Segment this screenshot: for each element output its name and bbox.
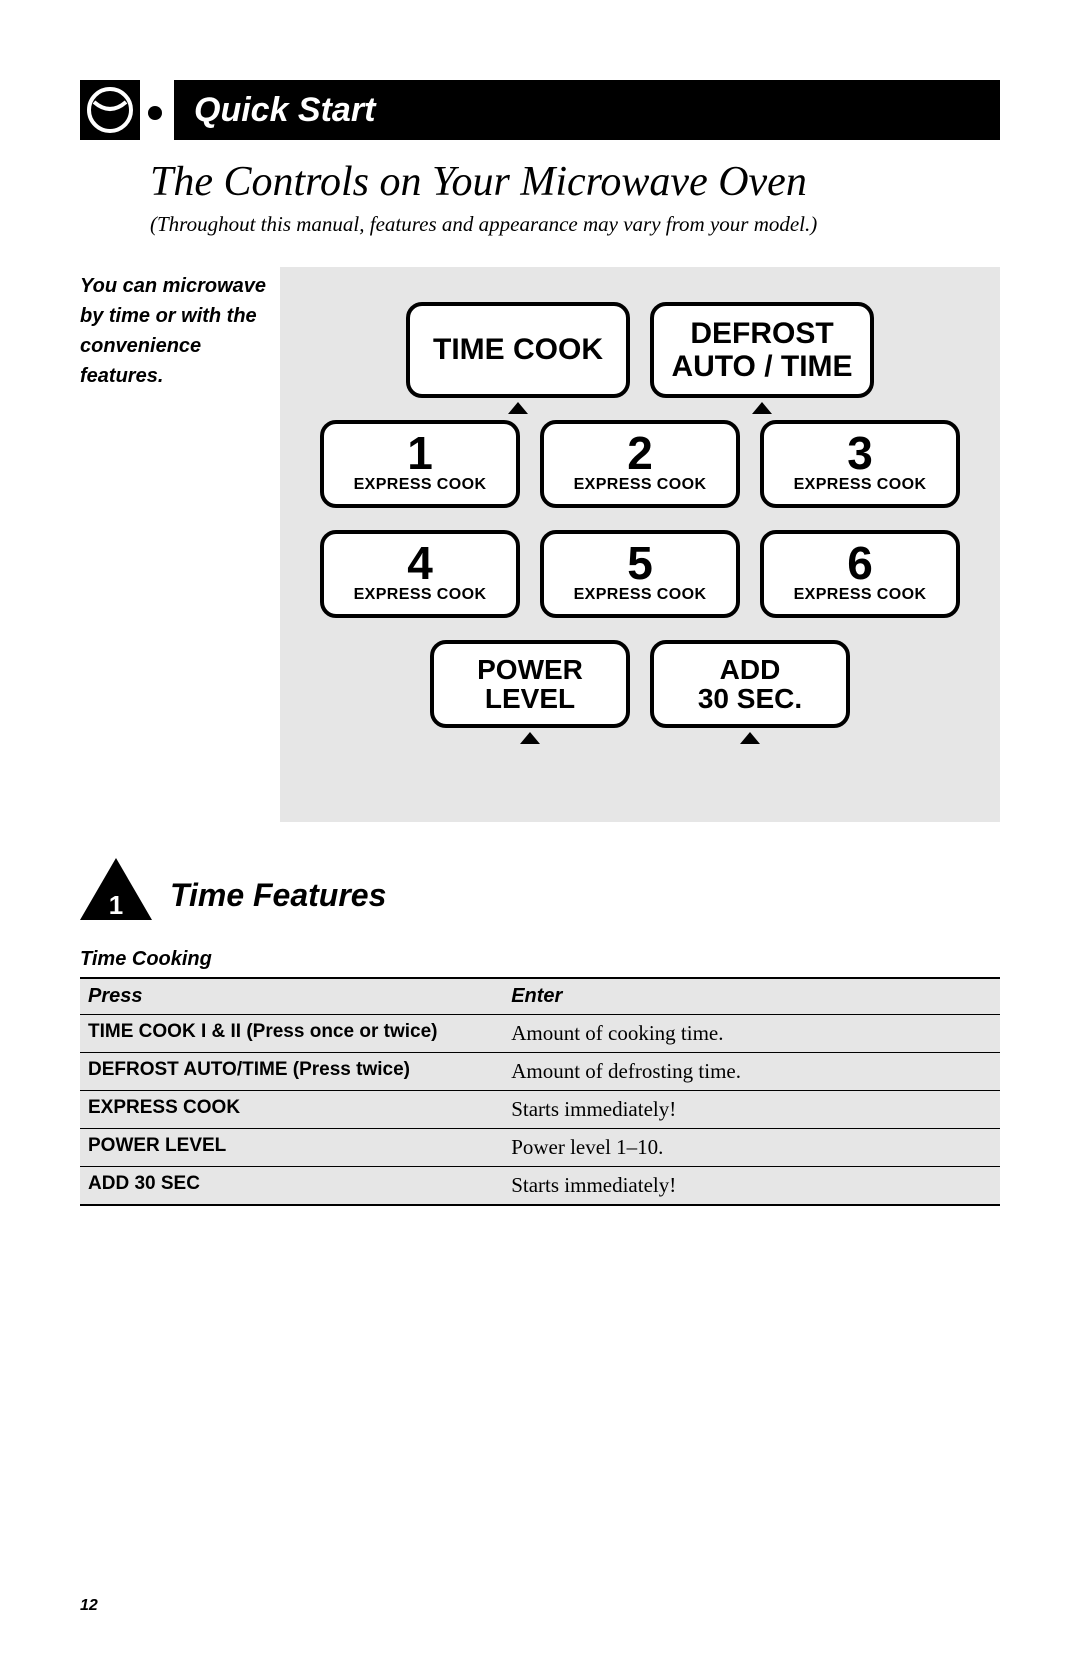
digit-4: 4 — [324, 540, 516, 586]
up-arrow-icon — [508, 402, 528, 414]
cell-press: POWER LEVEL — [80, 1129, 503, 1166]
power-label-1: POWER — [477, 655, 583, 684]
defrost-label-2: AUTO / TIME — [671, 351, 852, 383]
up-arrow-icon — [740, 732, 760, 744]
cell-enter: Starts immediately! — [503, 1091, 1000, 1128]
express-2-button[interactable]: 2 EXPRESS COOK — [540, 420, 740, 508]
cell-press: EXPRESS COOK — [80, 1091, 503, 1128]
express-5-button[interactable]: 5 EXPRESS COOK — [540, 530, 740, 618]
time-cook-label: TIME COOK — [433, 334, 603, 366]
section-header: 1 Time Features — [80, 858, 1000, 920]
add-label-2: 30 SEC. — [698, 684, 802, 713]
header-bar: Quick Start — [80, 80, 1000, 140]
cell-press: DEFROST AUTO/TIME (Press twice) — [80, 1053, 503, 1090]
express-label: EXPRESS COOK — [764, 476, 956, 494]
cell-enter: Power level 1–10. — [503, 1129, 1000, 1166]
content-row: You can microwave by time or with the co… — [80, 267, 1000, 822]
add-30-sec-button[interactable]: ADD 30 SEC. — [650, 640, 850, 728]
express-label: EXPRESS COOK — [544, 476, 736, 494]
digit-6: 6 — [764, 540, 956, 586]
page-title: The Controls on Your Microwave Oven — [150, 158, 1000, 206]
table-row: DEFROST AUTO/TIME (Press twice) Amount o… — [80, 1053, 1000, 1091]
up-arrow-icon — [752, 402, 772, 414]
power-level-button[interactable]: POWER LEVEL — [430, 640, 630, 728]
table-row: ADD 30 SEC Starts immediately! — [80, 1167, 1000, 1206]
add-label-1: ADD — [720, 655, 781, 684]
power-label-2: LEVEL — [485, 684, 575, 713]
time-cooking-table: Press Enter TIME COOK I & II (Press once… — [80, 977, 1000, 1206]
time-cook-button[interactable]: TIME COOK — [406, 302, 630, 398]
express-label: EXPRESS COOK — [544, 586, 736, 604]
header-title: Quick Start — [174, 80, 1000, 140]
dot-icon — [148, 106, 162, 120]
cell-press: TIME COOK I & II (Press once or twice) — [80, 1015, 503, 1052]
cell-enter: Amount of defrosting time. — [503, 1053, 1000, 1090]
express-6-button[interactable]: 6 EXPRESS COOK — [760, 530, 960, 618]
side-note: You can microwave by time or with the co… — [80, 267, 280, 822]
digit-5: 5 — [544, 540, 736, 586]
table-title: Time Cooking — [80, 948, 1000, 971]
table-row: EXPRESS COOK Starts immediately! — [80, 1091, 1000, 1129]
control-panel: TIME COOK DEFROST AUTO / TIME 1 EXPRESS … — [280, 267, 1000, 822]
cell-enter: Amount of cooking time. — [503, 1015, 1000, 1052]
digit-2: 2 — [544, 430, 736, 476]
section-title: Time Features — [170, 877, 386, 920]
express-label: EXPRESS COOK — [324, 476, 516, 494]
col-press-header: Press — [80, 979, 503, 1014]
defrost-label-1: DEFROST — [690, 318, 833, 350]
digit-3: 3 — [764, 430, 956, 476]
page-subtitle: (Throughout this manual, features and ap… — [150, 212, 1000, 237]
col-enter-header: Enter — [503, 979, 1000, 1014]
digit-1: 1 — [324, 430, 516, 476]
express-3-button[interactable]: 3 EXPRESS COOK — [760, 420, 960, 508]
table-header-row: Press Enter — [80, 977, 1000, 1015]
warning-triangle-icon: 1 — [80, 858, 152, 920]
express-label: EXPRESS COOK — [764, 586, 956, 604]
page-number: 12 — [80, 1597, 98, 1615]
cell-press: ADD 30 SEC — [80, 1167, 503, 1204]
defrost-button[interactable]: DEFROST AUTO / TIME — [650, 302, 874, 398]
table-row: TIME COOK I & II (Press once or twice) A… — [80, 1015, 1000, 1053]
table-row: POWER LEVEL Power level 1–10. — [80, 1129, 1000, 1167]
express-label: EXPRESS COOK — [324, 586, 516, 604]
express-4-button[interactable]: 4 EXPRESS COOK — [320, 530, 520, 618]
express-1-button[interactable]: 1 EXPRESS COOK — [320, 420, 520, 508]
section-number: 1 — [80, 890, 152, 921]
cell-enter: Starts immediately! — [503, 1167, 1000, 1204]
brand-icon — [80, 80, 140, 140]
up-arrow-icon — [520, 732, 540, 744]
